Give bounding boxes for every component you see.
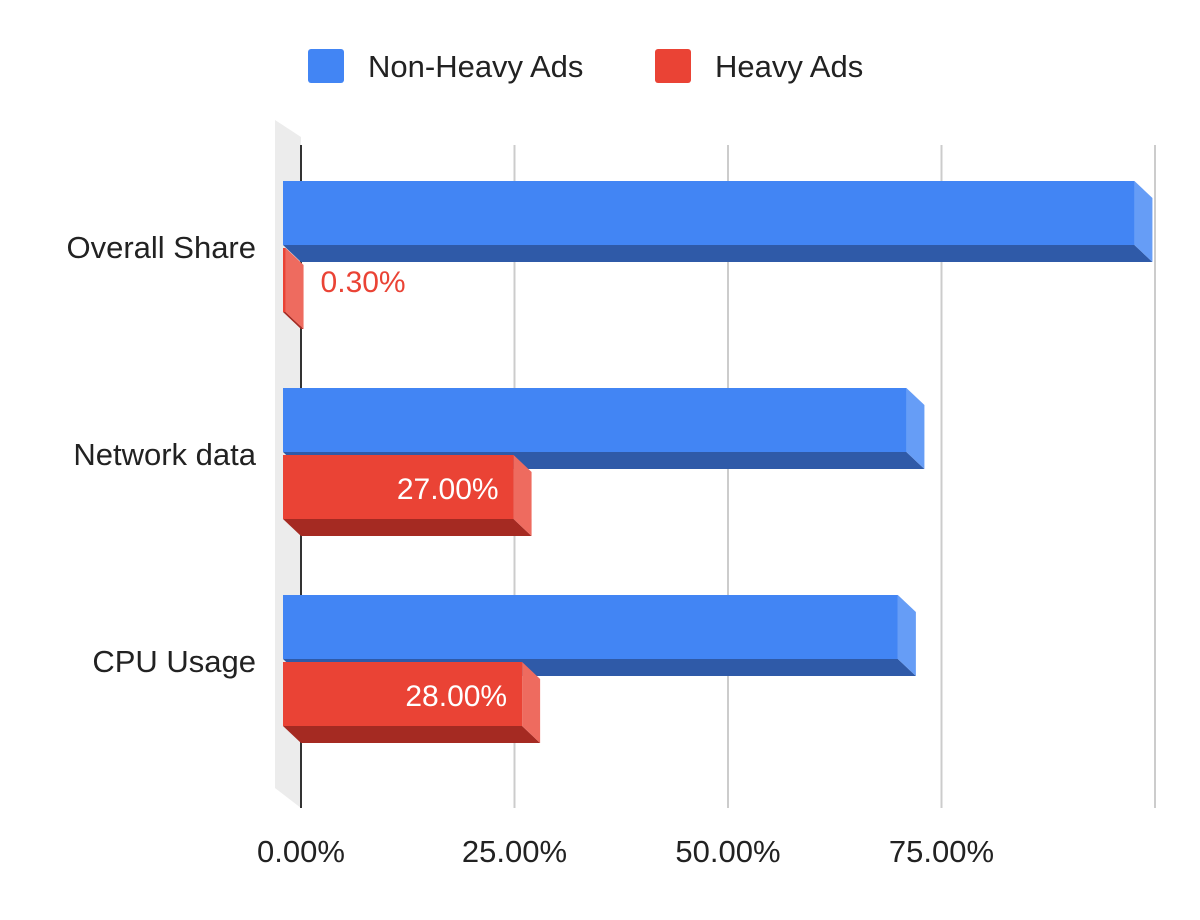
data-label: 0.30% <box>321 266 406 299</box>
legend-swatch <box>308 49 344 83</box>
bar-heavy-ads <box>283 662 523 726</box>
bar-side-face <box>513 455 532 536</box>
bar-non-heavy-ads <box>283 595 898 659</box>
bar-side-face <box>522 662 541 743</box>
bar-non-heavy-ads <box>283 388 907 452</box>
legend-label: Non-Heavy Ads <box>368 49 583 84</box>
bar-bottom-face <box>283 245 1153 262</box>
x-tick-label: 75.00% <box>889 834 994 869</box>
bar-bottom-face <box>283 312 304 329</box>
x-tick-label: 0.00% <box>257 834 345 869</box>
category-label: Network data <box>73 437 256 472</box>
bar-heavy-ads <box>283 248 286 312</box>
bar-side-face <box>285 248 304 329</box>
data-label: 28.00% <box>405 680 507 713</box>
category-label: Overall Share <box>66 230 256 265</box>
bar-side-face <box>906 388 925 469</box>
bar-non-heavy-ads <box>283 181 1135 245</box>
bar-bottom-face <box>283 726 541 743</box>
x-tick-label: 25.00% <box>462 834 567 869</box>
data-label: 27.00% <box>397 473 499 506</box>
bar-side-face <box>1134 181 1153 262</box>
bar-bottom-face <box>283 519 532 536</box>
legend-swatch <box>655 49 691 83</box>
x-tick-label: 50.00% <box>675 834 780 869</box>
legend-label: Heavy Ads <box>715 49 863 84</box>
category-label: CPU Usage <box>92 644 256 679</box>
bar-side-face <box>897 595 916 676</box>
bar-heavy-ads <box>283 455 514 519</box>
